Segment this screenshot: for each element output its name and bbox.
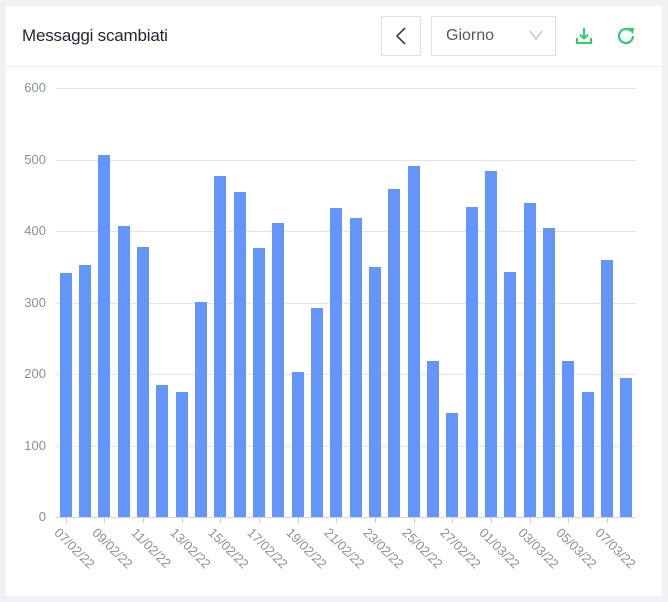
gridline [56,231,636,233]
refresh-button[interactable] [614,24,638,48]
x-axis-tick [452,518,454,523]
chart-title: Messaggi scambiati [22,26,168,45]
download-icon [576,28,592,44]
chart-card: Messaggi scambiati Giorno [6,6,662,596]
x-axis-tick [607,518,608,523]
x-axis-tick [529,518,531,523]
gridline [56,445,636,447]
bar [427,361,439,517]
refresh-icon [617,27,635,45]
bar [465,206,478,517]
x-axis-tick [568,518,570,523]
bar [214,176,227,517]
x-axis-label: 05/03/22 [553,525,601,572]
x-axis-tick [413,518,415,523]
y-axis-label: 600 [24,80,46,96]
back-button[interactable] [381,16,421,56]
y-axis-label: 200 [24,366,46,382]
gridline [56,374,636,376]
x-axis-label: 21/02/22 [321,525,369,572]
x-axis-tick [491,518,492,523]
x-axis-label: 25/02/22 [399,525,446,572]
bar [369,266,381,517]
bar [407,165,420,517]
bar [349,217,362,517]
gridline [56,302,636,304]
x-axis-tick [220,518,222,523]
bar [523,203,536,517]
bar [233,191,246,517]
x-axis-label: 15/02/22 [205,525,253,572]
chevron-down-icon [529,30,543,40]
bar [330,208,343,517]
bar [117,225,130,517]
bar [59,272,72,517]
period-select[interactable]: Giorno [431,16,556,56]
bar [311,307,323,517]
period-select-value: Giorno [446,27,495,44]
x-axis-tick [375,518,376,523]
x-axis-tick [143,518,144,523]
bar [175,391,188,517]
x-axis-line [56,517,636,518]
gridline [56,159,636,161]
download-button[interactable] [572,24,596,48]
bar [137,246,149,517]
x-axis-label: 09/02/22 [89,525,137,572]
y-axis-label: 300 [24,294,46,310]
x-axis-label: 27/02/22 [437,525,485,572]
bar [446,413,459,517]
bar [195,301,207,517]
card-header: Messaggi scambiati Giorno [6,6,662,67]
bar [485,170,497,517]
x-axis-tick [259,518,260,523]
x-axis-label: 23/02/22 [360,525,407,572]
bar [98,154,111,517]
bar [272,223,285,517]
x-axis-label: 03/03/22 [515,525,562,572]
x-axis-tick [297,518,299,523]
x-axis-label: 17/02/22 [244,525,291,572]
bar [504,271,517,517]
y-axis-label: 500 [24,151,46,167]
x-axis-tick [104,518,106,523]
bar [601,259,613,517]
bar [543,227,555,517]
y-axis-label: 100 [24,437,46,453]
x-axis-tick [336,518,338,523]
x-axis-label: 07/02/22 [51,525,98,572]
bar [291,371,304,517]
bar [253,247,265,517]
y-axis-label: 0 [38,509,46,524]
x-axis-label: 11/02/22 [128,525,175,571]
bar [562,361,575,517]
x-axis-label: 19/02/22 [283,525,330,572]
bar [79,264,91,517]
bar [156,384,169,517]
chevron-left-icon [395,27,406,45]
bar [388,189,401,517]
x-axis-label: 07/03/22 [592,525,639,572]
bar [581,391,594,517]
x-axis-label: 01/03/22 [476,525,523,572]
bar [620,378,633,517]
x-axis-tick [181,518,183,523]
x-axis-label: 13/02/22 [167,525,214,572]
y-axis-label: 400 [24,223,46,239]
bar-chart: 0 100 200 300 400 500 600 07/02/22 09/02/22 11/02… [6,6,662,596]
x-axis-tick [65,518,67,523]
gridline [56,88,636,90]
